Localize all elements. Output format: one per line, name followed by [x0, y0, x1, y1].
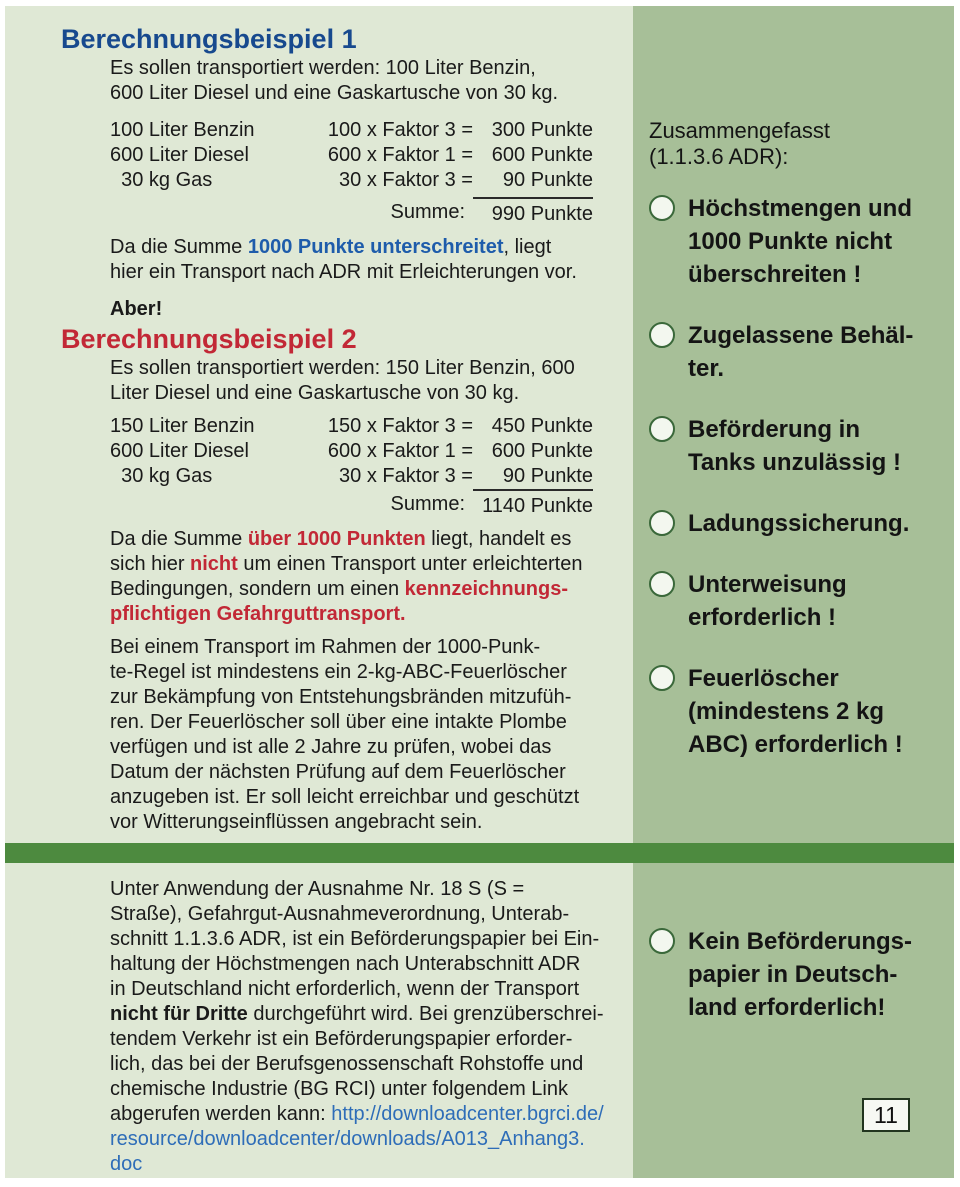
- aber-note: Aber!: [110, 298, 163, 320]
- bullet-label: Beförderung in Tanks unzulässig !: [688, 416, 901, 476]
- calc-formula: 150 x Faktor 3 =: [327, 415, 473, 437]
- calc-formula: 30 x Faktor 3 =: [339, 465, 473, 487]
- exemption-paragraph: Unter Anwendung der Ausnahme Nr. 18 S (S…: [110, 863, 625, 1177]
- example1-intro: Es sollen transportiert werden: 100 Lite…: [110, 57, 559, 104]
- text-segment: über 1000 Punkten: [247, 528, 426, 550]
- calc-points: 300 Punkte: [491, 119, 593, 141]
- text-segment: Da die Summe: [110, 236, 248, 258]
- text-segment: nicht für Dritte: [110, 1003, 248, 1025]
- bullet-label: Kein Beförderungs- papier in Deutsch- la…: [688, 928, 913, 1021]
- sum-row: Summe: 990 Punkte: [110, 197, 593, 227]
- calc-item: 150 Liter Benzin: [110, 415, 255, 437]
- calc-points: 600 Punkte: [491, 440, 593, 462]
- calc-formula: 600 x Faktor 1 =: [327, 144, 473, 166]
- sum-value: 1140 Punkte: [473, 489, 593, 519]
- bullet-label: Feuerlöscher (mindestens 2 kg ABC) erfor…: [688, 665, 903, 758]
- circle-bullet-icon: [649, 928, 675, 954]
- calc-points: 450 Punkte: [491, 415, 593, 437]
- example1-conclusion: Da die Summe 1000 Punkte unterschreitet,…: [110, 235, 625, 285]
- calc-row: 150 Liter Benzin 150 x Faktor 3 = 450 Pu…: [110, 414, 593, 439]
- bullet-label: Höchstmengen und 1000 Punkte nicht übers…: [688, 195, 913, 288]
- bottom-summary-column: Kein Beförderungs- papier in Deutsch- la…: [633, 863, 954, 1178]
- bullet-label: Unterweisung erforderlich !: [688, 571, 847, 631]
- text-segment: um einen Transport unter erleichterten B…: [110, 553, 583, 600]
- list-item: Beförderung in Tanks unzulässig !: [649, 413, 944, 479]
- circle-bullet-icon: [649, 510, 675, 536]
- calc-table-2: 150 Liter Benzin 150 x Faktor 3 = 450 Pu…: [110, 414, 593, 519]
- extinguisher-paragraph: Bei einem Transport im Rahmen der 1000-P…: [110, 636, 580, 833]
- list-item: Kein Beförderungs- papier in Deutsch- la…: [649, 925, 944, 1024]
- text-segment: 1000 Punkte unterschreitet: [247, 236, 504, 258]
- circle-bullet-icon: [649, 195, 675, 221]
- calc-points: 90 Punkte: [502, 169, 593, 191]
- download-link[interactable]: http://downloadcenter.bgrci.de/ resource…: [110, 1103, 604, 1175]
- top-section: Berechnungsbeispiel 1 Es sollen transpor…: [5, 6, 954, 843]
- text-segment: Unter Anwendung der Ausnahme Nr. 18 S (S…: [110, 878, 600, 1000]
- sum-row: Summe: 1140 Punkte: [110, 489, 593, 519]
- calc-formula: 30 x Faktor 3 =: [339, 169, 473, 191]
- exemption-column: Unter Anwendung der Ausnahme Nr. 18 S (S…: [5, 863, 633, 1178]
- calc-row: 600 Liter Diesel 600 x Faktor 1 = 600 Pu…: [110, 439, 593, 464]
- page-number: 11: [874, 1101, 898, 1128]
- text-segment: , liegt hier ein Transport nach ADR mit …: [110, 236, 577, 283]
- text-segment: Da die Summe: [110, 528, 248, 550]
- examples-column: Berechnungsbeispiel 1 Es sollen transpor…: [5, 6, 633, 843]
- example1-heading: Berechnungsbeispiel 1: [61, 24, 357, 54]
- calc-item: 100 Liter Benzin: [110, 119, 255, 141]
- circle-bullet-icon: [649, 416, 675, 442]
- example2-conclusion: Da die Summe über 1000 Punkten liegt, ha…: [110, 527, 625, 627]
- calc-row: 30 kg Gas 30 x Faktor 3 = 90 Punkte: [110, 464, 593, 489]
- example2-heading: Berechnungsbeispiel 2: [61, 324, 357, 354]
- text-segment: liegt, handelt es sich hier: [110, 528, 572, 575]
- circle-bullet-icon: [649, 571, 675, 597]
- list-item: Ladungssicherung.: [649, 507, 944, 540]
- summary-column: Zusammengefasst (1.1.3.6 ADR): Höchstmen…: [633, 6, 954, 843]
- list-item: Unterweisung erforderlich !: [649, 568, 944, 634]
- circle-bullet-icon: [649, 665, 675, 691]
- circle-bullet-icon: [649, 322, 675, 348]
- calc-formula: 100 x Faktor 3 =: [327, 119, 473, 141]
- bottom-section: Unter Anwendung der Ausnahme Nr. 18 S (S…: [5, 863, 954, 1178]
- sum-label: Summe:: [390, 201, 465, 223]
- calc-item: 600 Liter Diesel: [110, 440, 249, 462]
- calc-item: 30 kg Gas: [110, 465, 213, 487]
- calc-points: 600 Punkte: [491, 144, 593, 166]
- calc-row: 30 kg Gas 30 x Faktor 3 = 90 Punkte: [110, 168, 593, 193]
- text-segment: durchgeführt wird. Bei grenzüberschrei- …: [110, 1003, 604, 1125]
- list-item: Höchstmengen und 1000 Punkte nicht übers…: [649, 192, 944, 291]
- list-item: Zugelassene Behäl- ter.: [649, 319, 944, 385]
- sum-value: 990 Punkte: [473, 197, 593, 227]
- bullet-label: Ladungssicherung.: [688, 510, 910, 537]
- sum-label: Summe:: [390, 493, 465, 515]
- text-segment: kennzeichnungs- pflichtigen Gefahrguttra…: [110, 578, 569, 625]
- calc-item: 30 kg Gas: [110, 169, 213, 191]
- divider-band: [5, 843, 954, 863]
- calc-table-1: 100 Liter Benzin 100 x Faktor 3 = 300 Pu…: [110, 118, 593, 227]
- text-segment: nicht: [190, 553, 238, 575]
- summary-title: Zusammengefasst (1.1.3.6 ADR):: [649, 118, 830, 169]
- calc-row: 100 Liter Benzin 100 x Faktor 3 = 300 Pu…: [110, 118, 593, 143]
- calc-row: 600 Liter Diesel 600 x Faktor 1 = 600 Pu…: [110, 143, 593, 168]
- calc-item: 600 Liter Diesel: [110, 144, 249, 166]
- list-item: Feuerlöscher (mindestens 2 kg ABC) erfor…: [649, 662, 944, 761]
- calc-points: 90 Punkte: [502, 465, 593, 487]
- page-number-box: 11: [862, 1098, 910, 1132]
- bullet-label: Zugelassene Behäl- ter.: [688, 322, 914, 382]
- calc-formula: 600 x Faktor 1 =: [327, 440, 473, 462]
- example2-intro: Es sollen transportiert werden: 150 Lite…: [110, 357, 575, 404]
